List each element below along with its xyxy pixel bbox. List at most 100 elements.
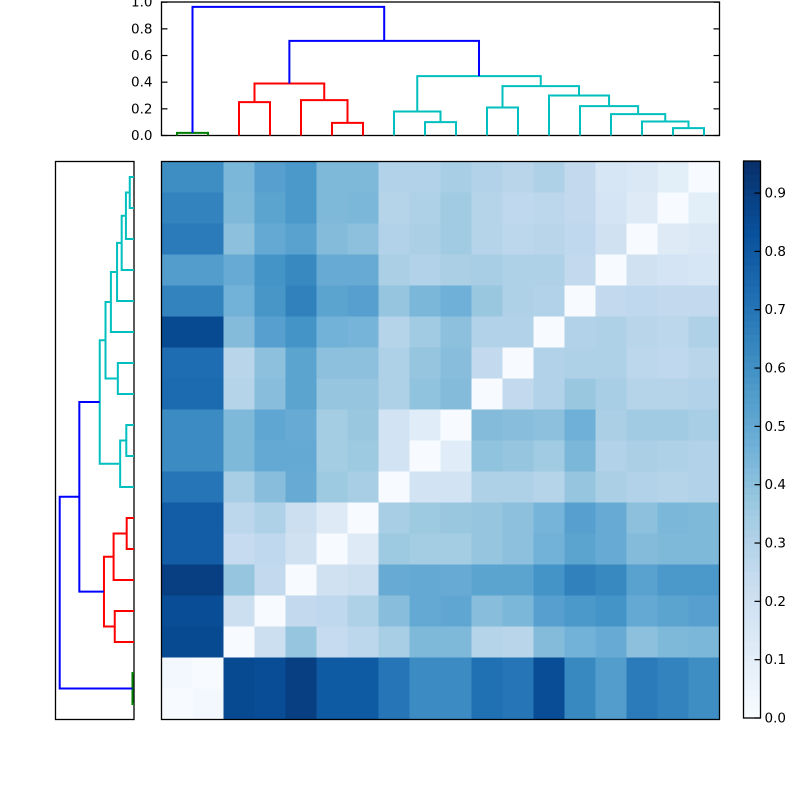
heatmap-cell <box>626 440 658 472</box>
colorbar-tick-label: 0.7 <box>765 302 786 318</box>
heatmap-cell <box>285 688 317 720</box>
heatmap-cell <box>192 192 224 224</box>
heatmap-cell <box>626 223 658 255</box>
heatmap-cell <box>316 285 348 317</box>
colorbar-gradient-slice <box>743 550 761 559</box>
colorbar-gradient-slice <box>743 578 761 587</box>
heatmap-cell <box>595 161 627 193</box>
colorbar-gradient-slice <box>743 613 761 622</box>
colorbar-gradient-slice <box>743 307 761 316</box>
colorbar-gradient-slice <box>743 662 761 671</box>
dendrogram-link <box>116 241 134 302</box>
heatmap-cell <box>223 688 255 720</box>
heatmap-cell <box>440 626 472 658</box>
heatmap-cell <box>254 223 286 255</box>
heatmap-cell <box>347 626 379 658</box>
colorbar-gradient-slice <box>743 425 761 434</box>
heatmap-cell <box>347 316 379 348</box>
heatmap-cell <box>409 595 441 627</box>
heatmap-cell <box>564 223 596 255</box>
heatmap-cell <box>409 471 441 503</box>
heatmap-cell <box>502 378 534 410</box>
heatmap-cell <box>285 285 317 317</box>
colorbar-gradient-slice <box>743 174 761 183</box>
heatmap-cell <box>595 533 627 565</box>
heatmap-cell <box>471 347 503 379</box>
heatmap-cell <box>440 471 472 503</box>
heatmap-cell <box>254 192 286 224</box>
heatmap-cell <box>626 285 658 317</box>
heatmap-cell <box>316 192 348 224</box>
heatmap-cell <box>347 688 379 720</box>
heatmap-cell <box>564 471 596 503</box>
heatmap-cell <box>161 192 193 224</box>
dendrogram-link <box>113 610 134 643</box>
heatmap-cell <box>657 409 689 441</box>
colorbar-gradient-slice <box>743 244 761 253</box>
heatmap-cell <box>688 347 720 379</box>
heatmap-cell <box>223 285 255 317</box>
heatmap-cell <box>192 223 224 255</box>
heatmap-cell <box>626 564 658 596</box>
heatmap-cell <box>409 409 441 441</box>
heatmap-cell <box>378 192 410 224</box>
heatmap-cell <box>347 471 379 503</box>
heatmap-cell <box>471 161 503 193</box>
heatmap-cell <box>502 533 534 565</box>
heatmap-cell <box>502 564 534 596</box>
heatmap-cell <box>378 223 410 255</box>
colorbar-tick-label: 0.1 <box>765 652 786 668</box>
colorbar-gradient-slice <box>743 265 761 274</box>
heatmap-cell <box>378 502 410 534</box>
colorbar-gradient-slice <box>743 321 761 330</box>
dendrogram-link <box>501 85 581 108</box>
heatmap-cell <box>595 595 627 627</box>
heatmap-cell <box>223 192 255 224</box>
colorbar-gradient-slice <box>743 432 761 441</box>
heatmap-cell <box>626 657 658 689</box>
heatmap-cell <box>254 316 286 348</box>
colorbar-gradient-slice <box>743 209 761 218</box>
heatmap-cell <box>688 502 720 534</box>
heatmap-cell <box>657 316 689 348</box>
colorbar-gradient-slice <box>743 543 761 552</box>
heatmap-cell <box>688 626 720 658</box>
heatmap-cell <box>223 533 255 565</box>
heatmap-cell <box>316 409 348 441</box>
heatmap-cell <box>626 347 658 379</box>
left-dendrogram-box <box>54 160 135 721</box>
heatmap-cell <box>285 254 317 286</box>
heatmap-cell <box>502 688 534 720</box>
heatmap-cell <box>378 595 410 627</box>
heatmap-cell <box>285 316 317 348</box>
heatmap-cell <box>254 285 286 317</box>
heatmap-cell <box>409 161 441 193</box>
heatmap-cell <box>378 285 410 317</box>
heatmap-cell <box>533 440 565 472</box>
dendrogram-link <box>98 339 121 465</box>
heatmap-border <box>160 160 721 721</box>
heatmap-cell <box>223 440 255 472</box>
heatmap-cell <box>192 471 224 503</box>
heatmap-cell <box>533 657 565 689</box>
colorbar-gradient-slice <box>743 564 761 573</box>
heatmap-cell <box>533 285 565 317</box>
colorbar-tick-label: 0.4 <box>765 477 786 493</box>
colorbar-gradient-slice <box>743 237 761 246</box>
heatmap-cell <box>595 502 627 534</box>
colorbar-gradient-slice <box>743 509 761 518</box>
heatmap-cell <box>378 409 410 441</box>
colorbar-tick-label: 0.9 <box>765 186 786 202</box>
heatmap-cell <box>595 378 627 410</box>
heatmap-cell <box>192 285 224 317</box>
colorbar-tick-label: 0.5 <box>765 419 786 435</box>
heatmap-cell <box>223 347 255 379</box>
heatmap-cell <box>409 347 441 379</box>
heatmap-cell <box>657 502 689 534</box>
heatmap-cell <box>440 657 472 689</box>
heatmap-cell <box>192 502 224 534</box>
heatmap-cell <box>626 409 658 441</box>
colorbar-gradient-slice <box>743 293 761 302</box>
heatmap-cell <box>285 626 317 658</box>
heatmap-cell <box>285 409 317 441</box>
